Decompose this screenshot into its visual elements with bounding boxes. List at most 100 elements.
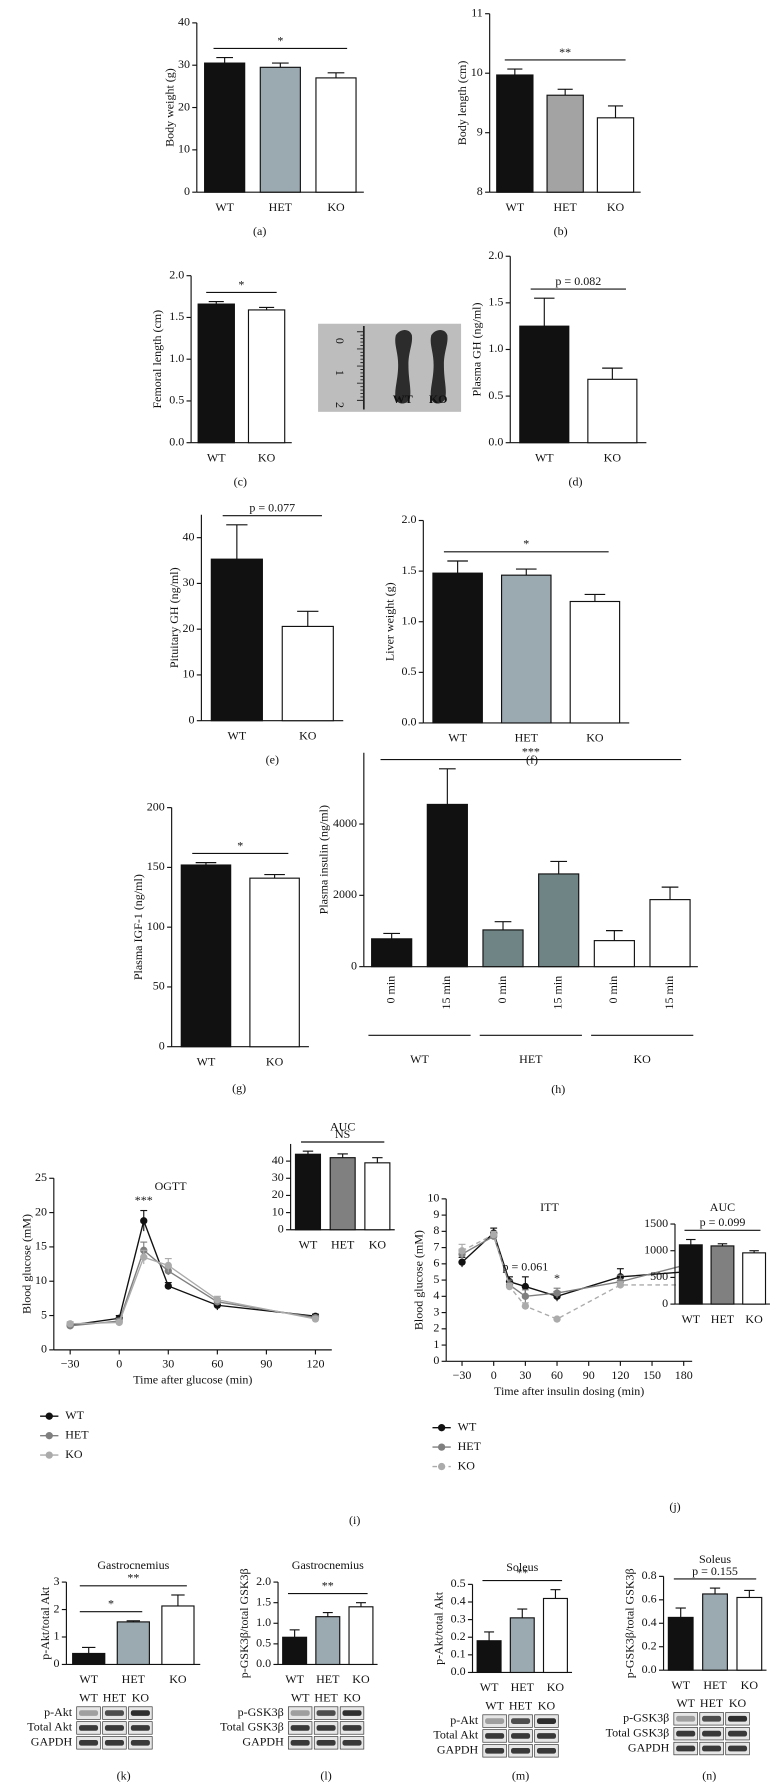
y-axis-label: Blood glucose (mM) [412, 1230, 426, 1330]
bar [161, 1605, 195, 1666]
y-tick-label: 25 [35, 1170, 47, 1184]
x-tick-label: HET [515, 731, 539, 745]
x-tick-label: 60 [551, 1368, 563, 1382]
y-axis-label: Body length (cm) [455, 61, 469, 146]
y-tick-label: 0 [433, 1353, 439, 1367]
y-tick-label: 1.0 [488, 341, 503, 355]
series-line [70, 1249, 316, 1327]
annotation: p = 0.061 [502, 1259, 548, 1273]
y-tick-label: 1.5 [256, 1594, 271, 1608]
y-tick-label: 3 [54, 1574, 60, 1588]
x-tick-label: WT [215, 200, 234, 214]
y-tick-label: 2.0 [488, 248, 503, 262]
x-tick-label: HET [331, 1238, 355, 1252]
blot-band [702, 1745, 722, 1752]
panel-label: (b) [554, 224, 568, 238]
bone-photo [318, 323, 462, 412]
x-tick-label: KO [299, 728, 317, 742]
y-tick-label: 30 [272, 1170, 284, 1184]
blot-lane-label: KO [132, 1691, 150, 1705]
legend-marker [45, 1412, 53, 1420]
x-tick-label: −30 [453, 1368, 472, 1382]
annotation: *** [135, 1193, 153, 1207]
panel-label: (i) [349, 1513, 360, 1527]
blot-band [485, 1747, 505, 1754]
blot-band [536, 1733, 557, 1739]
bar [247, 309, 286, 444]
blot-lane-label: KO [729, 1696, 747, 1710]
bar [596, 117, 635, 193]
blot-row-label: Total Akt [433, 1728, 478, 1742]
blot-lane-label: WT [676, 1696, 695, 1710]
y-tick-label: 0.3 [451, 1611, 466, 1625]
y-tick-label: 0.0 [401, 715, 416, 729]
x-tick-label: 0 min [495, 976, 509, 1004]
x-tick-label: KO [745, 1312, 763, 1326]
data-point [616, 1281, 625, 1289]
y-tick-label: 20 [272, 1187, 284, 1201]
blot-band [130, 1739, 150, 1746]
legend-label: WT [65, 1408, 84, 1422]
blot-row-label: p-Akt [44, 1705, 73, 1719]
chart-title: Gastrocnemius [292, 1558, 364, 1572]
y-tick-label: 3 [433, 1304, 439, 1318]
y-tick-label: 0.0 [256, 1656, 271, 1670]
bar [736, 1596, 763, 1671]
x-tick-label: HET [316, 1672, 340, 1686]
panel-label: (k) [117, 1768, 131, 1782]
data-point [164, 1282, 172, 1290]
bar [593, 940, 635, 968]
blot-band [702, 1715, 722, 1722]
bar [294, 1153, 322, 1231]
x-tick-label: 30 [162, 1356, 174, 1370]
bar [197, 303, 235, 444]
data-point [164, 1261, 172, 1270]
y-tick-label: 1500 [644, 1216, 668, 1230]
bar [282, 1636, 308, 1666]
bone [430, 330, 448, 404]
x-tick-label: 90 [260, 1356, 272, 1370]
bar [649, 899, 691, 968]
y-tick-label: 0.2 [451, 1629, 466, 1643]
bar [476, 1640, 502, 1674]
significance-label: * [523, 537, 529, 551]
y-tick-label: 1 [433, 1337, 439, 1351]
y-axis-label: p-Akt/total Akt [38, 1586, 52, 1660]
y-tick-label: 0.2 [642, 1638, 657, 1652]
blot-row-label: p-GSK3β [623, 1711, 669, 1725]
y-tick-label: 1.0 [256, 1615, 271, 1629]
x-axis-label: Time after insulin dosing (min) [494, 1384, 644, 1398]
significance-label: ** [322, 1578, 334, 1592]
blot-lane-label: HET [314, 1691, 338, 1705]
bar [116, 1621, 150, 1666]
y-tick-label: 30 [183, 575, 195, 589]
x-tick-label: KO [547, 1680, 565, 1694]
significance-label: *** [522, 745, 540, 759]
blot-band [485, 1718, 505, 1724]
y-axis-label: Body weight (g) [162, 68, 176, 147]
blot-band [290, 1725, 310, 1731]
x-tick-label: 150 [643, 1368, 661, 1382]
y-tick-label: 200 [147, 799, 165, 813]
blot-band [727, 1745, 748, 1752]
x-tick-label: WT [506, 200, 525, 214]
ruler-number: 2 [333, 402, 347, 408]
y-tick-label: 2.0 [401, 512, 416, 526]
blot-band [485, 1733, 505, 1739]
y-tick-label: 7 [433, 1239, 439, 1253]
y-tick-label: 6 [433, 1256, 439, 1270]
blot-band [511, 1747, 531, 1754]
chart-title: Soleus [699, 1552, 731, 1566]
blot-band [676, 1745, 696, 1752]
y-tick-label: 0.5 [401, 664, 416, 678]
x-tick-label: 90 [583, 1368, 595, 1382]
ruler-number: 0 [333, 338, 347, 344]
blot-band [78, 1710, 99, 1716]
x-tick-label: WT [535, 450, 554, 464]
blot-band [702, 1730, 722, 1737]
blot-row-label: p-GSK3β [238, 1705, 284, 1719]
blot-band [78, 1739, 99, 1746]
blot-band [130, 1710, 150, 1716]
blot-row-label: Total GSK3β [220, 1720, 284, 1734]
y-tick-label: 0.0 [169, 434, 184, 448]
